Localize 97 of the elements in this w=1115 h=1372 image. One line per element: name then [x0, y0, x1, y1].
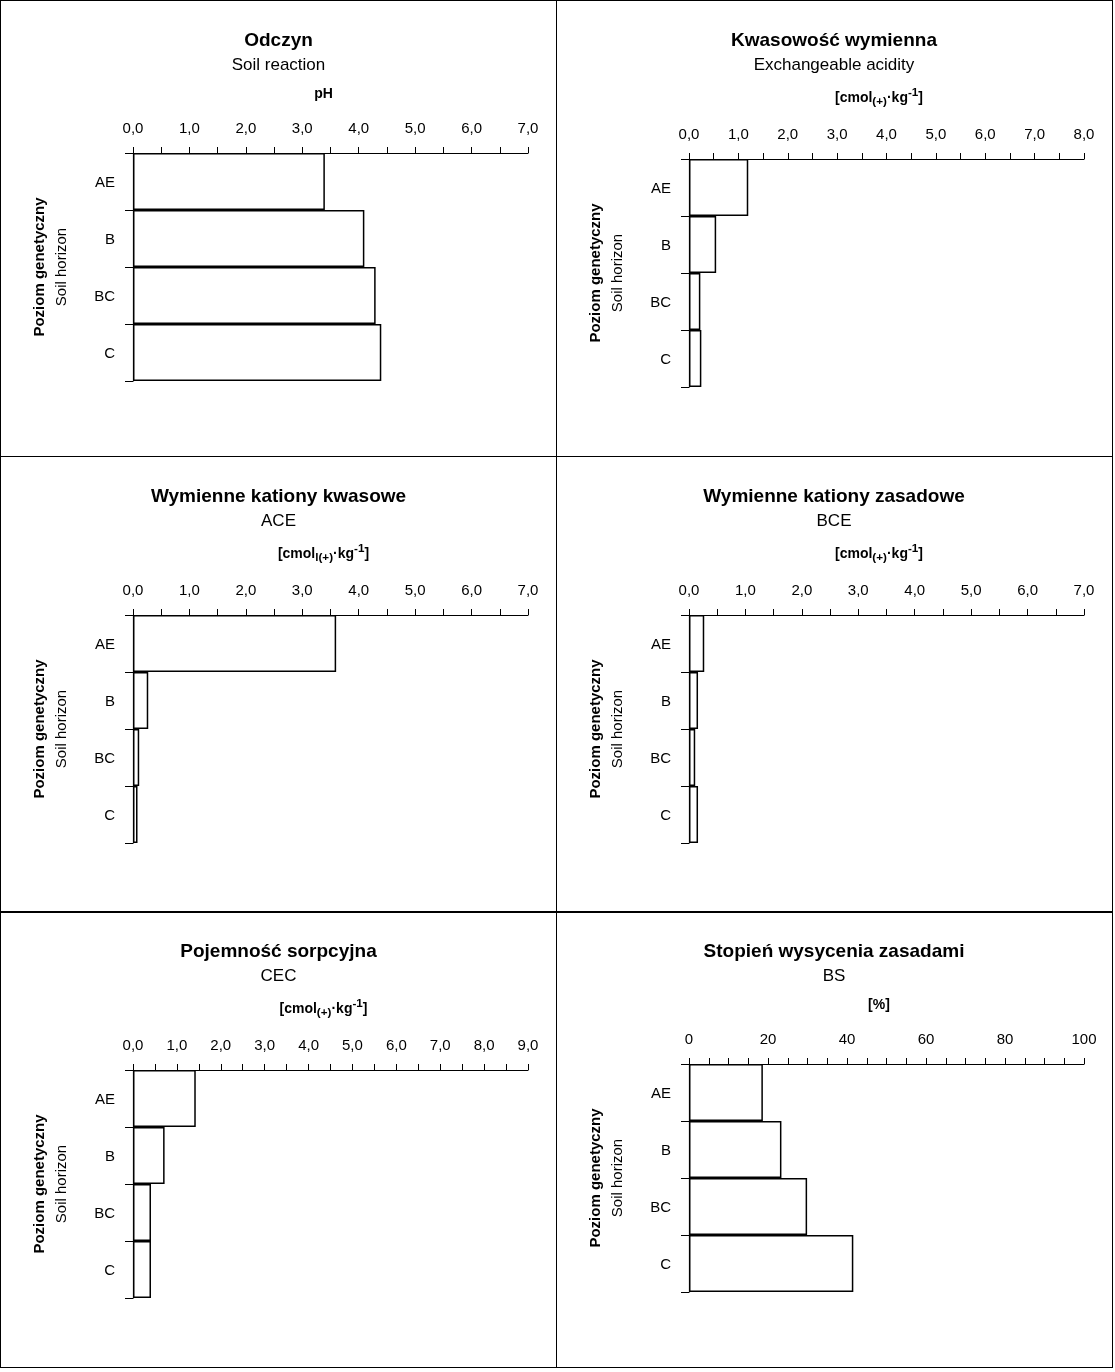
y-tick-label: B: [660, 691, 671, 709]
y-tick-label: C: [659, 805, 671, 823]
x-tick-label: 5,0: [404, 580, 426, 598]
y-axis-title: Poziom genetyczny Soil horizon: [585, 1107, 624, 1248]
x-tick-label: 4,0: [348, 119, 370, 136]
x-tick-label: 4,0: [348, 580, 370, 598]
y-tick-label: BC: [649, 1198, 671, 1215]
x-tick-label: 6,0: [461, 119, 482, 136]
y-axis-title: Poziom genetyczny Soil horizon: [29, 196, 69, 337]
x-tick-label: 0,0: [678, 580, 699, 598]
x-tick-label: 7,0: [517, 119, 539, 136]
y-tick-label: AE: [650, 634, 671, 652]
y-tick-label: BC: [94, 1204, 116, 1222]
x-tick-label: 1,0: [179, 580, 200, 598]
x-tick-label: 3,0: [254, 1036, 276, 1054]
x-tick-label: 2,0: [235, 119, 257, 136]
x-tick-label: 3,0: [291, 580, 313, 598]
x-tick-label: 4,0: [903, 580, 925, 598]
x-tick-label: 8,0: [473, 1036, 495, 1054]
y-axis-title: Poziom genetyczny Soil horizon: [29, 1114, 69, 1255]
x-tick-label: 4,0: [875, 125, 897, 143]
x-tick-label: 6,0: [1016, 580, 1038, 598]
y-tick-label: C: [104, 805, 116, 823]
x-tick-label: 7,0: [517, 580, 539, 598]
chart-subtitle: CEC: [259, 966, 298, 986]
x-axis-title: pH: [313, 85, 334, 101]
y-tick-label: C: [659, 1255, 671, 1272]
x-tick-label: 2,0: [790, 580, 812, 598]
chart-title: Wymienne kationy kwasowe: [149, 484, 408, 507]
x-tick-label: 0,0: [122, 119, 144, 136]
x-tick-label: 5,0: [960, 580, 982, 598]
x-tick-label: 2,0: [210, 1036, 232, 1054]
x-tick-label: 5,0: [924, 125, 946, 143]
x-tick-label: 0,0: [122, 580, 144, 598]
y-tick-label: BC: [649, 748, 671, 766]
y-tick-label: B: [104, 691, 115, 709]
y-tick-label: AE: [650, 179, 671, 197]
x-axis-title: [cmol$_{(+)}$·kg$^{-1}$]: [834, 85, 924, 108]
x-axis-title: [%]: [867, 996, 891, 1012]
x-tick-label: 1,0: [179, 119, 200, 136]
x-tick-label: 7,0: [1023, 125, 1045, 143]
chart-title: Odczyn: [243, 29, 314, 51]
x-axis-title: [cmol$_{(+)}$·kg$^{-1}$]: [834, 540, 924, 563]
x-tick-label: 1,0: [727, 125, 749, 143]
chart-title: Wymienne kationy zasadowe: [702, 484, 966, 507]
chart-subtitle: Exchangeable acidity: [752, 55, 916, 75]
x-tick-label: 3,0: [826, 125, 848, 143]
x-tick-label: 6,0: [974, 125, 996, 143]
y-tick-label: BC: [94, 287, 116, 304]
chart-title: Pojemność sorpcyjna: [179, 940, 378, 962]
y-tick-label: B: [104, 1147, 115, 1165]
y-tick-label: BC: [649, 293, 671, 311]
x-tick-label: 6,0: [461, 580, 482, 598]
x-tick-label: 0,0: [122, 1036, 144, 1054]
chart-subtitle: Soil reaction: [230, 55, 327, 75]
chart-subtitle: ACE: [260, 510, 297, 531]
y-tick-label: BC: [94, 748, 116, 766]
x-tick-label: 1,0: [734, 580, 756, 598]
y-tick-label: B: [660, 236, 671, 254]
x-tick-label: 100: [1070, 1030, 1097, 1047]
x-tick-label: 1,0: [166, 1036, 188, 1054]
x-tick-label: 3,0: [847, 580, 869, 598]
y-tick-label: B: [104, 230, 115, 247]
y-tick-label: AE: [94, 173, 115, 190]
y-axis-title: Poziom genetyczny Soil horizon: [29, 658, 69, 799]
y-tick-label: B: [660, 1141, 671, 1158]
x-tick-label: 7,0: [429, 1036, 451, 1054]
chart-subtitle: BS: [821, 966, 847, 986]
x-tick-label: 9,0: [517, 1036, 539, 1054]
x-tick-label: 7,0: [1073, 580, 1094, 598]
y-axis-title: Poziom genetyczny Soil horizon: [585, 658, 624, 799]
x-tick-label: 40: [838, 1030, 855, 1047]
x-axis-title: [cmol$_{(+)}$·kg$^{-1}$]: [278, 996, 369, 1019]
y-tick-label: AE: [650, 1084, 671, 1101]
y-tick-label: C: [104, 1261, 116, 1279]
x-tick-label: 6,0: [385, 1036, 407, 1054]
x-tick-label: 5,0: [342, 1036, 363, 1054]
chart-subtitle: BCE: [815, 510, 853, 531]
x-tick-label: 60: [917, 1030, 934, 1047]
y-tick-label: AE: [94, 634, 115, 652]
x-tick-label: 0: [684, 1030, 693, 1047]
x-tick-label: 80: [996, 1030, 1013, 1047]
y-tick-label: C: [659, 350, 671, 368]
x-tick-label: 2,0: [776, 125, 798, 143]
y-tick-label: AE: [94, 1090, 115, 1108]
y-tick-label: C: [104, 344, 116, 361]
x-tick-label: 8,0: [1073, 125, 1094, 143]
y-axis-title: Poziom genetyczny Soil horizon: [585, 203, 624, 344]
chart-title: Kwasowość wymienna: [730, 29, 938, 51]
x-axis-title: [cmol$_{l(+)}$·kg$^{-1}$]: [276, 540, 371, 563]
x-tick-label: 4,0: [298, 1036, 319, 1054]
chart-title: Stopień wysycenia zasadami: [702, 940, 966, 962]
x-tick-label: 2,0: [235, 580, 257, 598]
x-tick-label: 3,0: [291, 119, 313, 136]
x-tick-label: 0,0: [678, 125, 699, 143]
x-tick-label: 20: [759, 1030, 776, 1047]
x-tick-label: 5,0: [404, 119, 426, 136]
